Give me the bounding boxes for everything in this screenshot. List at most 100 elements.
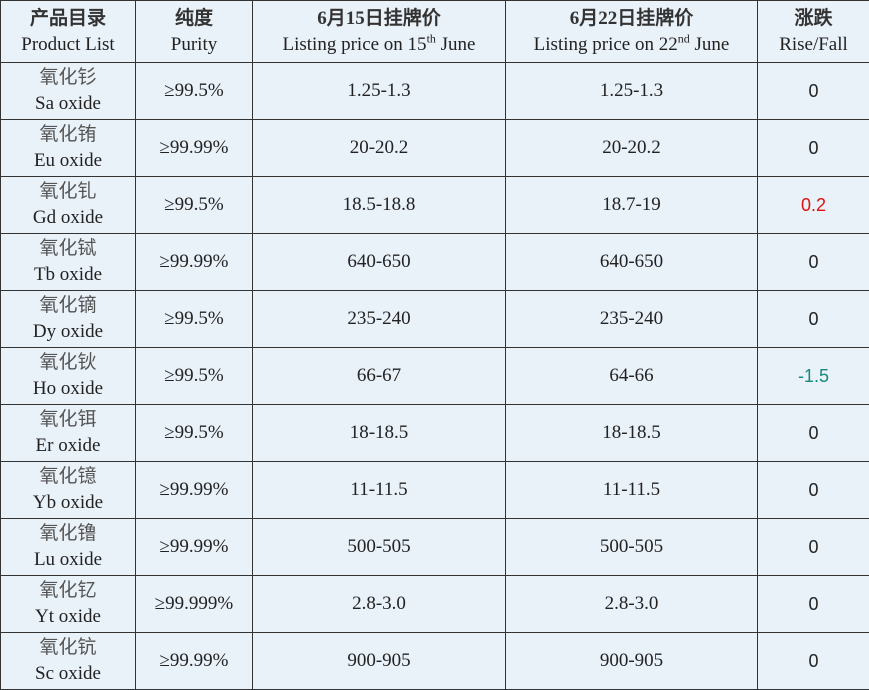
change-cell: 0 [758,576,869,633]
header-en-tail: June [436,34,476,55]
header-en: Purity [136,32,252,58]
purity-cell: ≥99.999% [136,576,253,633]
change-cell: -1.5 [758,348,869,405]
header-en: Rise/Fall [758,32,869,58]
price-cell: 18-18.5 [253,405,506,462]
product-cn: 氧化铕 [1,122,135,148]
price-cell: 18.5-18.8 [253,177,506,234]
header-cn: 纯度 [136,6,252,32]
price-cell: 640-650 [253,234,506,291]
price-cell: 2.8-3.0 [253,576,506,633]
price-cell: 20-20.2 [506,120,758,177]
change-cell: 0 [758,291,869,348]
price-cell: 20-20.2 [253,120,506,177]
header-en-tail: June [690,34,730,55]
product-cn: 氧化镥 [1,521,135,547]
price-cell: 235-240 [253,291,506,348]
purity-cell: ≥99.5% [136,348,253,405]
product-cn: 氧化钐 [1,65,135,91]
price-cell: 2.8-3.0 [506,576,758,633]
product-cn: 氧化镱 [1,464,135,490]
price-cell: 18-18.5 [506,405,758,462]
purity-cell: ≥99.99% [136,462,253,519]
product-en: Yt oxide [1,604,135,630]
product-en: Er oxide [1,433,135,459]
price-cell: 66-67 [253,348,506,405]
price-cell: 11-11.5 [253,462,506,519]
purity-cell: ≥99.99% [136,120,253,177]
price-cell: 640-650 [506,234,758,291]
header-en-text: Listing price on 15 [283,34,427,55]
price-cell: 900-905 [506,633,758,690]
product-en: Eu oxide [1,148,135,174]
purity-cell: ≥99.5% [136,177,253,234]
header-en-text: Listing price on 22 [534,34,678,55]
product-en: Dy oxide [1,319,135,345]
product-cn: 氧化铒 [1,407,135,433]
change-cell: 0 [758,633,869,690]
price-cell: 500-505 [253,519,506,576]
header-en: Listing price on 15th June [253,32,505,58]
product-cn: 氧化钪 [1,635,135,661]
product-cn: 氧化镝 [1,293,135,319]
price-cell: 1.25-1.3 [253,63,506,120]
product-cn: 氧化钇 [1,578,135,604]
product-en: Lu oxide [1,547,135,573]
change-cell: 0 [758,120,869,177]
price-cell: 18.7-19 [506,177,758,234]
purity-cell: ≥99.5% [136,405,253,462]
product-cn: 氧化钆 [1,179,135,205]
superscript: nd [678,31,690,45]
header-cn: 6月15日挂牌价 [253,6,505,32]
purity-cell: ≥99.99% [136,519,253,576]
product-cn: 氧化铽 [1,236,135,262]
change-cell: 0 [758,63,869,120]
product-en: Sc oxide [1,661,135,687]
header-cn: 6月22日挂牌价 [506,6,757,32]
change-cell: 0 [758,234,869,291]
product-en: Gd oxide [1,205,135,231]
superscript: th [427,31,436,45]
purity-cell: ≥99.5% [136,63,253,120]
price-cell: 64-66 [506,348,758,405]
price-cell: 500-505 [506,519,758,576]
change-cell: 0 [758,519,869,576]
product-en: Yb oxide [1,490,135,516]
price-cell: 1.25-1.3 [506,63,758,120]
purity-cell: ≥99.99% [136,234,253,291]
product-en: Tb oxide [1,262,135,288]
price-cell: 11-11.5 [506,462,758,519]
change-cell: 0 [758,405,869,462]
header-en: Product List [1,32,135,58]
header-en: Listing price on 22nd June [506,32,757,58]
change-cell: 0 [758,462,869,519]
product-en: Ho oxide [1,376,135,402]
